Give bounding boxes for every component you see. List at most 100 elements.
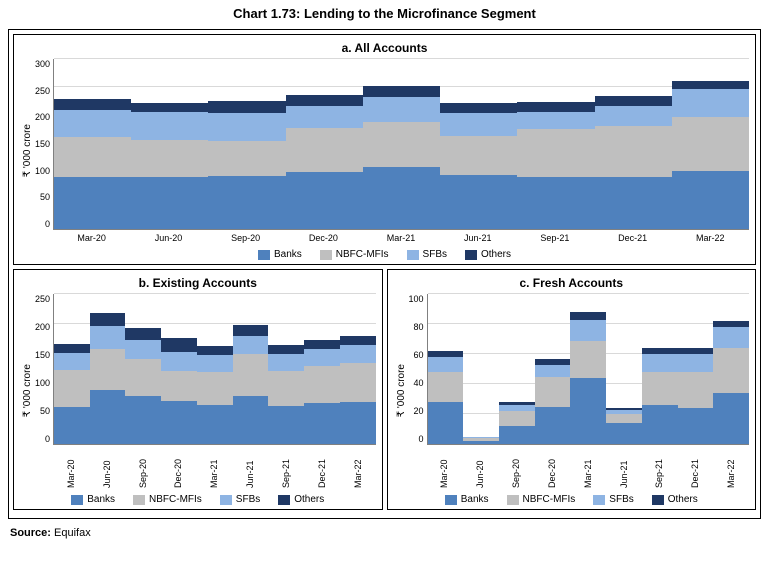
bar-segment — [535, 407, 571, 445]
chart-frame: a. All Accounts ₹ '000 crore 30025020015… — [8, 29, 761, 519]
legend-b: BanksNBFC-MFIsSFBsOthers — [20, 488, 376, 505]
stacked-bar — [161, 294, 197, 444]
bar-segment — [268, 354, 304, 371]
legend-swatch — [258, 250, 270, 260]
stacked-bar — [606, 294, 642, 444]
xtick-label: Jun-21 — [245, 448, 255, 488]
legend-swatch — [133, 495, 145, 505]
xtick-label: Mar-20 — [77, 233, 106, 243]
bar-segment — [363, 167, 440, 229]
bar-segment — [428, 357, 464, 372]
ytick-label: 100 — [35, 166, 50, 176]
ytick-label: 0 — [35, 219, 50, 229]
stacked-bar — [304, 294, 340, 444]
bar-segment — [286, 128, 363, 172]
bar-segment — [428, 372, 464, 402]
panel-fresh-accounts: c. Fresh Accounts ₹ '000 crore 100806040… — [387, 269, 757, 510]
bar-segment — [268, 371, 304, 406]
bar-segment — [286, 106, 363, 129]
bar-segment — [233, 396, 269, 444]
stacked-bar — [197, 294, 233, 444]
legend-label: Banks — [87, 494, 115, 505]
bar-segment — [570, 312, 606, 320]
plot-a — [53, 59, 749, 230]
bar-segment — [535, 365, 571, 377]
ytick-label: 200 — [35, 112, 50, 122]
bar-segment — [304, 366, 340, 403]
bar-segment — [286, 95, 363, 105]
stacked-bar — [517, 59, 594, 229]
bar-segment — [208, 113, 285, 140]
panel-title-a: a. All Accounts — [20, 41, 749, 55]
stacked-bar — [678, 294, 714, 444]
stacked-bar — [363, 59, 440, 229]
bar-segment — [499, 411, 535, 426]
bar-segment — [642, 354, 678, 372]
legend-item: Others — [652, 494, 698, 505]
bar-segment — [642, 405, 678, 444]
bar-segment — [304, 340, 340, 349]
ytick-label: 150 — [35, 139, 50, 149]
stacked-bar — [268, 294, 304, 444]
ytick-label: 100 — [409, 294, 424, 304]
legend-swatch — [278, 495, 290, 505]
bar-segment — [713, 327, 749, 348]
legend-label: Banks — [461, 494, 489, 505]
xtick-label: Dec-21 — [690, 448, 700, 488]
stacked-bar — [125, 294, 161, 444]
legend-label: SFBs — [609, 494, 633, 505]
bars-group — [428, 294, 749, 444]
stacked-bar — [233, 294, 269, 444]
bar-segment — [208, 101, 285, 113]
plot-b — [53, 294, 375, 445]
bar-segment — [90, 313, 126, 326]
stacked-bar — [286, 59, 363, 229]
stacked-bar — [208, 59, 285, 229]
bar-segment — [125, 396, 161, 444]
ytick-label: 250 — [35, 294, 50, 304]
bar-segment — [340, 402, 376, 444]
xtick-label: Mar-20 — [439, 448, 449, 488]
legend-item: Banks — [445, 494, 489, 505]
legend-swatch — [407, 250, 419, 260]
bar-segment — [131, 112, 208, 140]
bar-segment — [286, 172, 363, 229]
stacked-bar — [440, 59, 517, 229]
legend-item: Banks — [71, 494, 115, 505]
ytick-label: 250 — [35, 86, 50, 96]
bar-segment — [713, 393, 749, 444]
stacked-bar — [535, 294, 571, 444]
stacked-bar — [713, 294, 749, 444]
bar-segment — [672, 117, 749, 171]
legend-label: NBFC-MFIs — [336, 249, 389, 260]
bar-segment — [595, 106, 672, 126]
bar-segment — [54, 353, 90, 370]
xtick-label: Jun-21 — [619, 448, 629, 488]
bar-segment — [340, 345, 376, 363]
bar-segment — [233, 325, 269, 336]
bar-segment — [161, 401, 197, 444]
bar-segment — [125, 359, 161, 396]
bar-segment — [363, 86, 440, 97]
bar-segment — [268, 345, 304, 354]
bar-segment — [268, 406, 304, 444]
bar-segment — [161, 352, 197, 371]
xtick-label: Jun-21 — [464, 233, 492, 243]
bar-segment — [606, 414, 642, 423]
bar-segment — [678, 408, 714, 444]
ytick-label: 100 — [35, 378, 50, 388]
legend-swatch — [71, 495, 83, 505]
xtick-label: Mar-22 — [696, 233, 725, 243]
bar-segment — [233, 336, 269, 354]
bar-segment — [570, 320, 606, 341]
bar-segment — [672, 171, 749, 229]
bar-segment — [131, 140, 208, 177]
stacked-bar — [54, 294, 90, 444]
bar-segment — [570, 341, 606, 379]
legend-swatch — [445, 495, 457, 505]
bar-segment — [517, 129, 594, 177]
ytick-label: 0 — [409, 434, 424, 444]
xticks-a: Mar-20Jun-20Sep-20Dec-20Mar-21Jun-21Sep-… — [53, 230, 749, 243]
panel-existing-accounts: b. Existing Accounts ₹ '000 crore 250200… — [13, 269, 383, 510]
xtick-label: Dec-21 — [317, 448, 327, 488]
